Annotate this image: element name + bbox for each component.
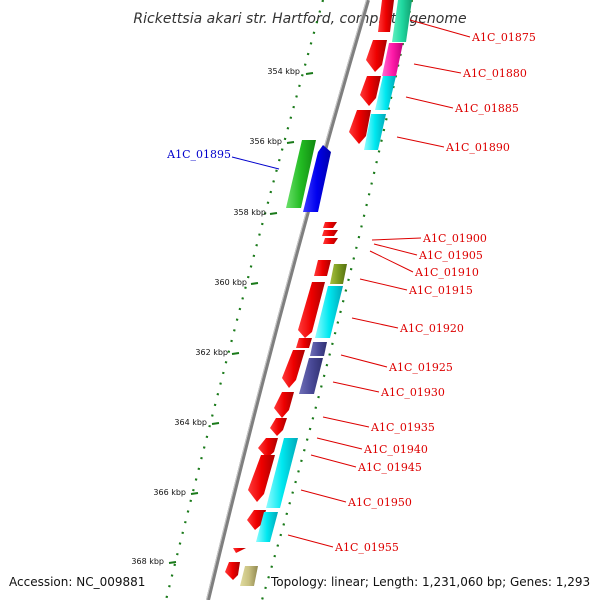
genome-backbone-highlight	[206, 0, 367, 600]
gene-arrow-small[interactable]	[233, 548, 246, 553]
gene-label[interactable]: A1C_01875	[409, 19, 536, 44]
gene-label[interactable]: A1C_01885	[405, 96, 519, 115]
gene-labels: A1C_01875 A1C_01880 A1C_01885 A1C_01890 …	[166, 19, 536, 554]
gene-label-text[interactable]: A1C_01880	[462, 67, 527, 80]
gene-label-text[interactable]: A1C_01940	[363, 443, 428, 456]
gene-arrow-small[interactable]	[322, 230, 338, 236]
scale-tick: 362 kbp	[195, 348, 240, 357]
gene-arrow-red[interactable]	[366, 40, 387, 72]
scale-tick: 356 kbp	[249, 137, 295, 146]
gene-block-navy[interactable]	[310, 342, 327, 356]
gene-features	[225, 0, 412, 586]
gene-label[interactable]: A1C_01895	[166, 148, 280, 170]
gene-label-text[interactable]: A1C_01935	[370, 421, 435, 434]
gene-arrow-small[interactable]	[323, 222, 337, 228]
gene-label-text[interactable]: A1C_01895	[166, 148, 231, 161]
gene-label-text[interactable]: A1C_01955	[334, 541, 399, 554]
scale-tick-label: 356 kbp	[249, 137, 282, 146]
gene-arrow-small[interactable]	[323, 238, 338, 244]
gene-label[interactable]: A1C_01955	[287, 534, 399, 554]
gene-label-text[interactable]: A1C_01885	[454, 102, 519, 115]
genome-backbone	[206, 0, 370, 600]
scale-tick-label: 368 kbp	[131, 557, 164, 566]
gene-label-text[interactable]: A1C_01950	[347, 496, 412, 509]
gene-label[interactable]: A1C_01930	[332, 381, 445, 399]
gene-label[interactable]: A1C_01925	[340, 354, 453, 374]
gene-block-navy[interactable]	[299, 358, 323, 394]
gene-arrow-blue[interactable]	[303, 145, 331, 212]
gene-block-olive[interactable]	[330, 264, 347, 284]
gene-label[interactable]: A1C_01950	[300, 489, 412, 509]
scale-tick-label: 362 kbp	[195, 348, 228, 357]
scale-tick: 366 kbp	[153, 488, 199, 497]
scale-tick-label: 360 kbp	[214, 278, 247, 287]
gene-block-cyan[interactable]	[256, 512, 278, 542]
gene-label[interactable]: A1C_01880	[413, 63, 527, 80]
gene-block-red[interactable]	[296, 338, 312, 348]
gene-arrow-red[interactable]	[349, 110, 371, 144]
scale-tick-label: 366 kbp	[153, 488, 186, 497]
accession-text: Accession: NC_009881	[9, 575, 145, 589]
gene-label[interactable]: A1C_01935	[322, 416, 435, 434]
gene-block-cyan[interactable]	[315, 286, 343, 338]
scale-tick: 354 kbp	[267, 67, 314, 76]
scale-tick: 360 kbp	[214, 278, 259, 287]
gene-block-green[interactable]	[286, 140, 316, 208]
gene-arrow-red[interactable]	[270, 418, 287, 436]
gene-block-red[interactable]	[314, 260, 331, 276]
gene-label[interactable]: A1C_01905	[373, 243, 483, 262]
gene-label[interactable]: A1C_01915	[359, 278, 473, 297]
gene-arrow-red[interactable]	[282, 350, 305, 388]
scale-tick: 368 kbp	[131, 557, 177, 566]
gene-label[interactable]: A1C_01940	[316, 437, 428, 456]
gene-label[interactable]: A1C_01910	[369, 250, 479, 279]
gene-arrow-red[interactable]	[225, 562, 240, 580]
gene-label-text[interactable]: A1C_01920	[399, 322, 464, 335]
scale-tick-label: 354 kbp	[267, 67, 300, 76]
gene-label[interactable]: A1C_01900	[371, 232, 487, 245]
gene-label-text[interactable]: A1C_01930	[380, 386, 445, 399]
gene-arrow-red[interactable]	[248, 455, 275, 502]
gene-block-khaki[interactable]	[240, 566, 258, 586]
gene-label-text[interactable]: A1C_01875	[471, 31, 536, 44]
gene-label-text[interactable]: A1C_01945	[357, 461, 422, 474]
summary-text: Topology: linear; Length: 1,231,060 bp; …	[270, 575, 590, 589]
gene-block-cyan[interactable]	[266, 438, 298, 508]
gene-label-text[interactable]: A1C_01910	[414, 266, 479, 279]
gene-arrow-red[interactable]	[360, 76, 381, 106]
gene-label-text[interactable]: A1C_01900	[422, 232, 487, 245]
gene-block-cyan[interactable]	[364, 114, 386, 150]
gene-label-text[interactable]: A1C_01890	[445, 141, 510, 154]
map-title: Rickettsia akari str. Hartford, complete…	[133, 11, 466, 27]
gene-arrow-red[interactable]	[258, 438, 278, 458]
gene-block-red[interactable]	[378, 0, 394, 32]
gene-arrow-red[interactable]	[247, 510, 266, 530]
scale-ticks: 354 kbp 356 kbp 358 kbp 360 kbp 362 kbp …	[131, 67, 314, 566]
left-guide-line	[164, 0, 325, 600]
gene-arrow-red[interactable]	[298, 282, 325, 338]
gene-label[interactable]: A1C_01920	[351, 317, 464, 335]
gene-label-text[interactable]: A1C_01905	[418, 249, 483, 262]
gene-label-text[interactable]: A1C_01925	[388, 361, 453, 374]
gene-arrow-red[interactable]	[274, 392, 294, 418]
gene-block-seagreen[interactable]	[392, 0, 412, 42]
scale-tick-label: 364 kbp	[174, 418, 207, 427]
gene-block-cyan[interactable]	[375, 76, 396, 110]
gene-label[interactable]: A1C_01945	[310, 454, 422, 474]
scale-tick: 358 kbp	[233, 208, 278, 217]
scale-tick: 364 kbp	[174, 418, 220, 427]
gene-block-pink[interactable]	[382, 43, 403, 76]
gene-label[interactable]: A1C_01890	[396, 136, 510, 154]
scale-tick-label: 358 kbp	[233, 208, 266, 217]
gene-label-text[interactable]: A1C_01915	[408, 284, 473, 297]
